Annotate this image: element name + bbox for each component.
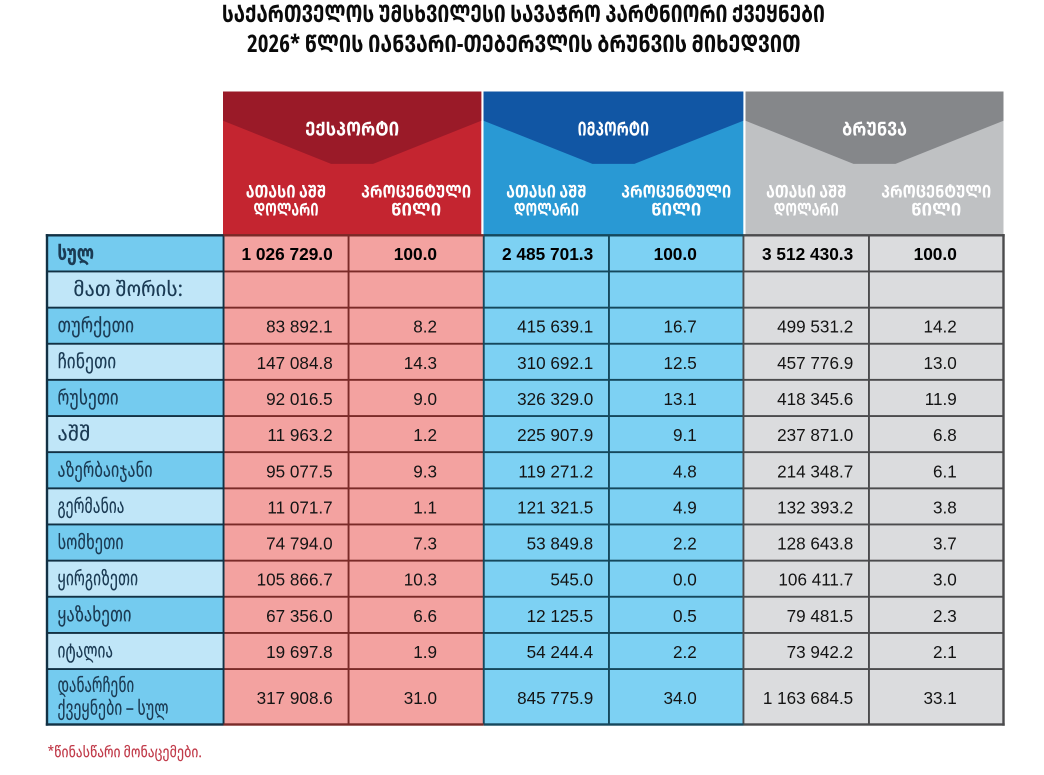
svg-text:11 071.7: 11 071.7 (267, 497, 332, 518)
svg-text:3.0: 3.0 (933, 569, 957, 590)
svg-text:128 643.8: 128 643.8 (777, 533, 853, 554)
svg-text:499 531.2: 499 531.2 (777, 316, 853, 337)
svg-text:9.0: 9.0 (413, 389, 437, 410)
svg-text:67 356.0: 67 356.0 (266, 605, 333, 626)
svg-text:11 963.2: 11 963.2 (267, 425, 332, 446)
svg-text:14.2: 14.2 (924, 316, 957, 337)
svg-text:95 077.5: 95 077.5 (266, 461, 333, 482)
svg-text:100.0: 100.0 (914, 244, 957, 264)
svg-text:0.0: 0.0 (673, 569, 697, 590)
svg-text:121 321.5: 121 321.5 (517, 497, 593, 518)
svg-text:3.8: 3.8 (933, 497, 957, 518)
svg-text:2 485 701.3: 2 485 701.3 (502, 244, 593, 264)
svg-text:2.3: 2.3 (933, 605, 957, 626)
svg-text:4.9: 4.9 (673, 497, 697, 518)
svg-text:13.1: 13.1 (664, 389, 697, 410)
svg-text:19 697.8: 19 697.8 (266, 642, 333, 663)
svg-text:16.7: 16.7 (664, 316, 697, 337)
svg-text:0.5: 0.5 (673, 605, 697, 626)
svg-text:4.8: 4.8 (673, 461, 697, 482)
svg-text:1 026 729.0: 1 026 729.0 (242, 244, 333, 264)
svg-text:10.3: 10.3 (404, 569, 437, 590)
svg-text:74 794.0: 74 794.0 (266, 533, 333, 554)
svg-text:8.2: 8.2 (413, 316, 437, 337)
svg-text:310 692.1: 310 692.1 (517, 352, 593, 373)
svg-text:457 776.9: 457 776.9 (777, 352, 853, 373)
svg-text:100.0: 100.0 (394, 244, 437, 264)
svg-text:12.5: 12.5 (664, 352, 697, 373)
svg-text:317 908.6: 317 908.6 (257, 687, 333, 708)
svg-text:1 163 684.5: 1 163 684.5 (763, 687, 854, 708)
svg-text:1.9: 1.9 (413, 642, 437, 663)
svg-text:6.6: 6.6 (413, 605, 437, 626)
svg-text:9.1: 9.1 (673, 425, 697, 446)
svg-text:9.3: 9.3 (413, 461, 437, 482)
svg-text:34.0: 34.0 (664, 687, 697, 708)
svg-text:1.1: 1.1 (413, 497, 437, 518)
svg-text:79 481.5: 79 481.5 (787, 605, 854, 626)
svg-text:214 348.7: 214 348.7 (777, 461, 853, 482)
svg-text:225 907.9: 225 907.9 (517, 425, 593, 446)
svg-text:100.0: 100.0 (654, 244, 697, 264)
svg-text:12 125.5: 12 125.5 (527, 605, 594, 626)
svg-text:53 849.8: 53 849.8 (527, 533, 594, 554)
svg-text:3 512 430.3: 3 512 430.3 (762, 244, 853, 264)
svg-text:2.2: 2.2 (673, 533, 697, 554)
svg-text:73 942.2: 73 942.2 (787, 642, 854, 663)
svg-text:106 411.7: 106 411.7 (778, 569, 853, 590)
svg-text:147 084.8: 147 084.8 (257, 352, 333, 373)
svg-text:33.1: 33.1 (924, 687, 957, 708)
svg-text:11.9: 11.9 (925, 389, 957, 410)
svg-text:83 892.1: 83 892.1 (266, 316, 333, 337)
svg-text:545.0: 545.0 (550, 569, 593, 590)
svg-text:418 345.6: 418 345.6 (777, 389, 853, 410)
svg-text:845 775.9: 845 775.9 (517, 687, 593, 708)
svg-text:105 866.7: 105 866.7 (257, 569, 333, 590)
svg-text:1.2: 1.2 (413, 425, 437, 446)
svg-text:119 271.2: 119 271.2 (518, 461, 593, 482)
svg-text:132 393.2: 132 393.2 (777, 497, 853, 518)
svg-text:326 329.0: 326 329.0 (517, 389, 593, 410)
svg-text:54 244.4: 54 244.4 (527, 642, 594, 663)
svg-text:7.3: 7.3 (413, 533, 437, 554)
svg-text:3.7: 3.7 (933, 533, 957, 554)
svg-text:6.1: 6.1 (933, 461, 957, 482)
svg-text:92 016.5: 92 016.5 (266, 389, 333, 410)
svg-text:2.1: 2.1 (933, 642, 957, 663)
svg-text:31.0: 31.0 (404, 687, 437, 708)
svg-text:237 871.0: 237 871.0 (777, 425, 853, 446)
svg-text:14.3: 14.3 (404, 352, 437, 373)
svg-text:13.0: 13.0 (924, 352, 957, 373)
svg-text:415 639.1: 415 639.1 (517, 316, 593, 337)
svg-text:2.2: 2.2 (673, 642, 697, 663)
svg-text:6.8: 6.8 (933, 425, 957, 446)
